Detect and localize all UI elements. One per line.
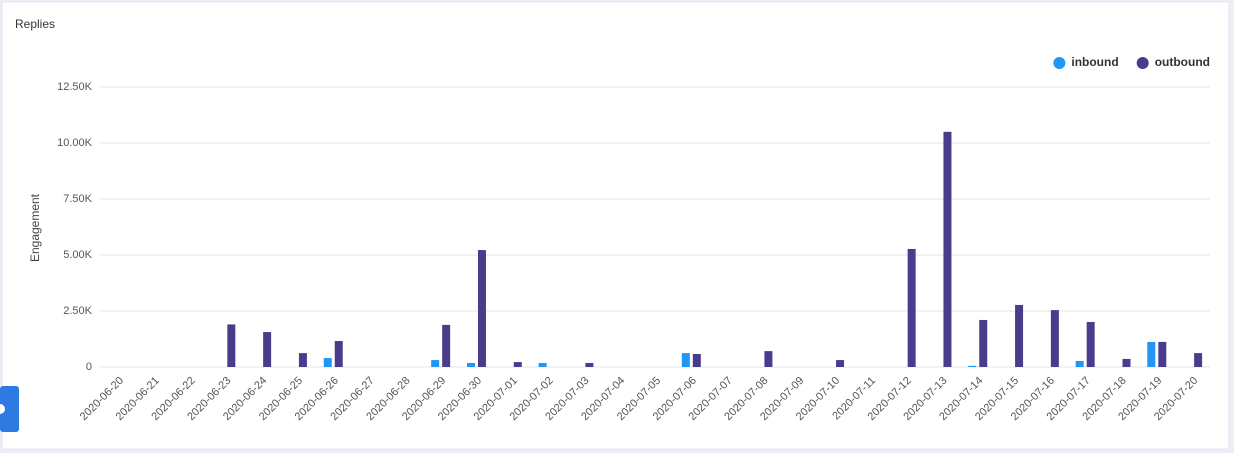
bar	[907, 248, 916, 367]
bar	[585, 362, 594, 367]
chart-title: Replies	[15, 17, 55, 31]
bar	[968, 365, 977, 367]
help-button[interactable]	[0, 386, 19, 432]
bar	[979, 319, 988, 367]
bar	[681, 353, 690, 367]
bar	[1147, 341, 1156, 367]
bar	[227, 324, 236, 367]
bar	[1086, 321, 1095, 367]
bar	[1158, 341, 1167, 367]
y-tick-label: 12.50K	[57, 81, 93, 93]
bar	[836, 360, 845, 367]
bar	[334, 341, 343, 367]
bar	[1122, 358, 1131, 367]
y-tick-label: 10.00K	[57, 137, 93, 149]
y-axis-label: Engagement	[28, 193, 42, 262]
bar	[298, 353, 307, 367]
bar	[323, 358, 332, 367]
y-tick-label: 7.50K	[63, 193, 92, 205]
bar	[513, 362, 522, 367]
y-tick-label: 5.00K	[63, 249, 92, 261]
legend-marker	[1136, 57, 1149, 69]
bar	[1050, 310, 1059, 367]
help-icon	[0, 404, 5, 414]
legend-label: inbound	[1071, 55, 1118, 69]
y-tick-label: 2.50K	[63, 305, 92, 317]
legend-label: outbound	[1155, 55, 1210, 69]
bar	[263, 332, 272, 367]
bar	[943, 131, 952, 367]
bar	[692, 354, 701, 367]
bar	[1194, 353, 1203, 367]
bar	[477, 250, 486, 367]
bar	[1015, 304, 1024, 367]
bar	[538, 362, 547, 367]
bar	[466, 362, 475, 367]
bar	[764, 351, 773, 367]
bar	[431, 360, 440, 367]
bar	[442, 324, 451, 367]
legend-marker	[1053, 57, 1066, 69]
bar	[1075, 360, 1084, 367]
y-tick-label: 0	[86, 361, 92, 373]
